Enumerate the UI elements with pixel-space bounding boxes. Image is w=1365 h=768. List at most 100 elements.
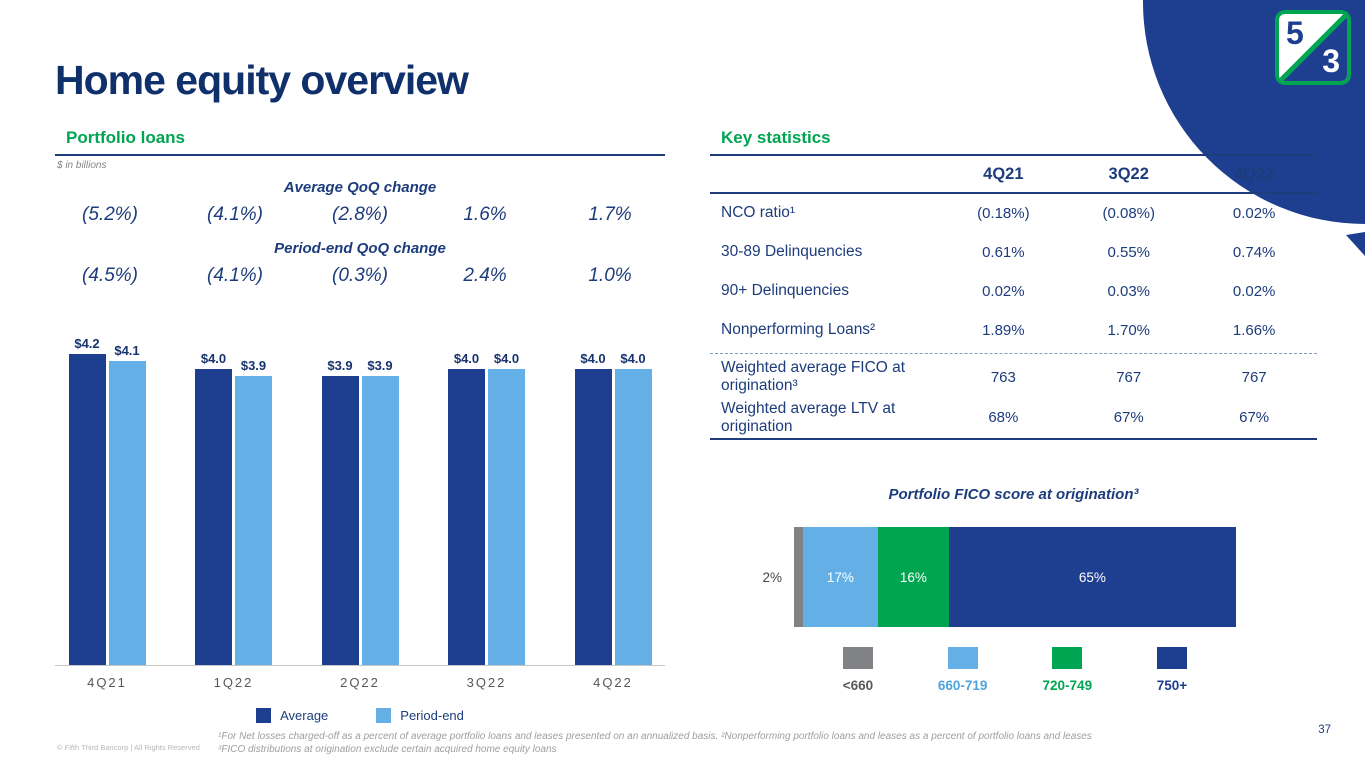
portfolio-bar-plot: $4.2 $4.1 $4.0 $3.9 $3.9 $3.9 $4.0 $4.0 $4.0 $4.0 [55, 333, 665, 665]
fico-outside-label: 2% [762, 569, 782, 585]
fico-segment-label: 16% [899, 569, 927, 585]
fico-segment-660 [794, 527, 803, 628]
bar-value-label: $3.9 [327, 358, 353, 373]
fico-segment-label: 17% [826, 569, 854, 585]
stats-column-header: 3Q22 [1108, 164, 1149, 183]
page-number: 37 [1318, 724, 1331, 736]
qoq-value: (0.3%) [332, 265, 388, 286]
bar-wrap: $3.9 [321, 358, 359, 665]
portfolio-loans-section: Portfolio loans $ in billions Average Qo… [55, 128, 665, 723]
stats-value: 1.66% [1232, 322, 1276, 339]
qoq-value: (5.2%) [82, 204, 138, 225]
fico-chart-title: Portfolio FICO score at origination³ [888, 486, 1139, 504]
fico-legend-item-660: <660 [815, 647, 901, 693]
stats-value: 0.55% [1107, 244, 1151, 261]
stats-value: 1.70% [1107, 322, 1151, 339]
legend-item-average: Average [256, 708, 328, 723]
stats-value: 763 [990, 368, 1016, 386]
bar-value-label: $4.2 [74, 336, 100, 351]
bar-average [448, 369, 485, 665]
stats-column-header: 4Q22 [1233, 164, 1275, 183]
portfolio-heading-rule [55, 154, 665, 156]
fifth-third-logo: 5 3 [1275, 10, 1351, 85]
average-swatch [256, 708, 272, 723]
qoq-value: 1.7% [588, 204, 632, 225]
legend-label: Period-end [400, 708, 464, 723]
stats-header-row: 4Q21 3Q22 4Q22 [710, 156, 1317, 194]
qoq-value: 2.4% [463, 265, 507, 286]
logo-numeral-5: 5 [1286, 15, 1304, 51]
fico-legend-label: 720-749 [1042, 678, 1093, 694]
bar-value-label: $3.9 [240, 358, 267, 373]
stats-row-label: NCO ratio¹ [721, 204, 796, 222]
stats-value: 0.61% [982, 244, 1025, 261]
bar-wrap: $3.9 [361, 358, 399, 665]
bar-wrap: $4.2 [68, 336, 106, 665]
stats-value: 67% [1113, 409, 1144, 427]
stats-row-label: Weighted average LTV at origination [721, 399, 896, 435]
period-end-swatch [376, 708, 392, 723]
stats-row: Weighted average FICO at origination³ 763… [710, 357, 1317, 398]
stats-value: 0.02% [1232, 205, 1276, 222]
qoq-value: 1.0% [588, 265, 632, 286]
fico-legend-label: 660-719 [937, 678, 988, 694]
units-note: $ in billions [57, 160, 107, 171]
stats-value: 0.03% [1107, 283, 1151, 300]
stats-value: 0.02% [982, 283, 1025, 300]
bar-value-label: $4.0 [580, 351, 606, 366]
pe-qoq-row: (4.5%) (4.1%) (0.3%) 2.4% 1.0% [55, 265, 665, 287]
bar-period-end [361, 376, 399, 665]
bar-group-4q22: $4.0 $4.0 [573, 351, 653, 665]
footnote-1: ¹For Net losses charged-off as a percent… [218, 731, 1092, 742]
legend-label: Average [280, 708, 329, 723]
key-statistics-heading-rule [710, 154, 1317, 156]
stats-body: NCO ratio¹ (0.18%) (0.08%) 0.02% 30-89 Delin… [710, 194, 1317, 441]
bar-group-4q21: $4.2 $4.1 [67, 336, 147, 665]
x-axis-label: 4Q22 [593, 675, 633, 690]
fico-legend-swatch-660 [843, 647, 873, 670]
stats-row: NCO ratio¹ (0.18%) (0.08%) 0.02% [710, 194, 1317, 233]
stats-row: Nonperforming Loans² 1.89% 1.70% 1.66% [710, 311, 1317, 350]
qoq-value: (4.5%) [82, 265, 138, 286]
bar-value-label: $4.1 [114, 343, 140, 358]
stats-row-label: 30-89 Delinquencies [721, 243, 863, 261]
bar-value-label: $4.0 [493, 351, 520, 366]
average-qoq-change-label: Average QoQ change [283, 179, 437, 196]
fico-legend-label: 750+ [1156, 678, 1188, 694]
x-axis-label: 4Q21 [87, 675, 127, 690]
bar-wrap: $4.0 [614, 351, 652, 665]
legend-item-period-end: Period-end [376, 708, 464, 723]
fico-segment-660719: 17% [802, 527, 878, 628]
period-end-qoq-change-label: Period-end QoQ change [274, 240, 446, 257]
logo-numeral-3: 3 [1322, 43, 1340, 79]
footnotes: ¹For Net losses charged-off as a percent… [218, 730, 1203, 756]
fico-legend-item-720749: 720-749 [1024, 647, 1110, 693]
fico-chart-row: 2% 17% 16% 65% [730, 527, 1317, 628]
stats-value: 0.74% [1232, 244, 1276, 261]
copyright-notice: © Fifth Third Bancorp | All Rights Reser… [57, 743, 200, 752]
bar-average [68, 354, 106, 665]
bar-group-2q22: $3.9 $3.9 [320, 358, 400, 665]
qoq-value: (2.8%) [332, 204, 388, 225]
stats-row: 90+ Delinquencies 0.02% 0.03% 0.02% [710, 272, 1317, 311]
bar-period-end [235, 376, 272, 665]
bar-value-label: $3.9 [367, 358, 393, 373]
fico-legend-label: <660 [842, 678, 874, 694]
bar-wrap: $4.1 [108, 343, 146, 665]
bar-wrap: $4.0 [195, 351, 232, 665]
page-title: Home equity overview [55, 57, 469, 104]
stats-value: 68% [988, 409, 1019, 427]
bar-average [195, 369, 232, 665]
x-axis-label: 3Q22 [466, 675, 507, 690]
fico-segment-720749: 16% [877, 527, 949, 628]
stats-value: 1.89% [982, 322, 1025, 339]
fifth-third-logo-inner: 5 3 [1279, 14, 1347, 81]
stats-value: (0.18%) [977, 205, 1030, 222]
fico-legend-item-750+: 750+ [1129, 647, 1215, 693]
bar-wrap: $4.0 [488, 351, 525, 665]
fico-segment-750+: 65% [948, 527, 1236, 628]
stats-column-header: 4Q21 [983, 164, 1024, 183]
bar-wrap: $4.0 [574, 351, 612, 665]
stats-row-label: Nonperforming Loans² [721, 321, 876, 339]
x-axis-label: 2Q22 [340, 675, 380, 690]
